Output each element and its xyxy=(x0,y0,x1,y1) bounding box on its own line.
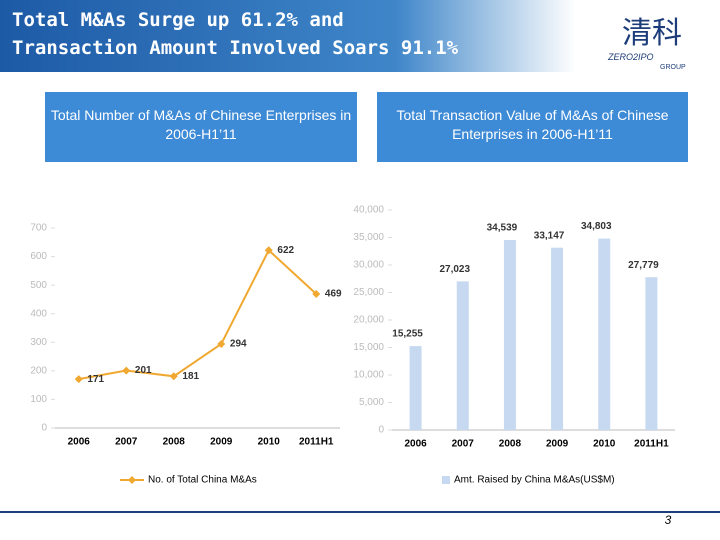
data-label: 33,147 xyxy=(534,230,565,241)
y-tick-label: 500 xyxy=(30,280,47,291)
x-tick-label: 2010 xyxy=(593,439,616,450)
banner xyxy=(0,0,720,72)
bar xyxy=(551,247,564,430)
point xyxy=(312,290,321,298)
x-tick-label: 2007 xyxy=(115,437,138,448)
y-tick-label: 35,000 xyxy=(353,232,384,243)
x-tick-label: 2008 xyxy=(499,439,522,450)
y-tick-label: 40,000 xyxy=(353,205,384,216)
x-tick-label: 2009 xyxy=(210,437,233,448)
legend-swatch xyxy=(128,476,136,484)
logo-text: GROUP xyxy=(660,64,686,71)
y-tick-label: 30,000 xyxy=(353,260,384,271)
y-tick-label: 100 xyxy=(30,394,47,405)
point xyxy=(169,372,178,381)
point xyxy=(264,246,273,255)
x-tick-label: 2011H1 xyxy=(634,439,669,450)
y-tick-label: 25,000 xyxy=(353,287,384,298)
bar xyxy=(456,281,469,430)
logo-chinese: 清科 xyxy=(622,16,682,51)
y-tick-label: 400 xyxy=(30,308,47,319)
y-tick-label: 20,000 xyxy=(353,315,384,326)
data-label: 27,023 xyxy=(439,264,470,275)
line-series xyxy=(78,248,317,381)
legend-swatch xyxy=(442,476,450,484)
title-line: Transaction Amount Involved Soars 91.1% xyxy=(12,37,459,59)
y-tick-label: 10,000 xyxy=(353,370,384,381)
y-tick-label: 200 xyxy=(30,365,47,376)
logo-text: ZERO2IPO xyxy=(608,52,654,62)
x-tick-label: 2007 xyxy=(452,439,475,450)
data-label: 622 xyxy=(277,245,294,256)
point xyxy=(74,375,83,384)
point xyxy=(217,340,226,348)
point xyxy=(122,366,131,375)
data-label: 469 xyxy=(325,289,342,300)
bar xyxy=(598,238,611,430)
x-tick-label: 2006 xyxy=(404,439,427,450)
data-label: 15,255 xyxy=(392,329,423,340)
y-tick-label: 300 xyxy=(30,337,47,348)
bar xyxy=(645,277,658,430)
data-label: 171 xyxy=(87,374,104,385)
data-label: 34,539 xyxy=(487,223,518,234)
y-tick-label: 0 xyxy=(41,423,47,434)
chart-heading: Total Number of M&As of Chinese Enterpri… xyxy=(45,92,357,162)
x-tick-label: 2008 xyxy=(163,437,186,448)
y-tick-label: 600 xyxy=(30,251,47,262)
bar xyxy=(503,240,516,430)
slide-title: Total M&As Surge up 61.2% and Transactio… xyxy=(12,6,458,62)
y-tick-label: 0 xyxy=(378,425,384,436)
data-label: 34,803 xyxy=(581,221,612,232)
x-tick-label: 2011H1 xyxy=(299,437,334,448)
data-label: 181 xyxy=(182,371,199,382)
data-label: 201 xyxy=(135,365,152,376)
y-tick-label: 15,000 xyxy=(353,342,384,353)
x-tick-label: 2006 xyxy=(68,437,91,448)
legend-label: Amt. Raised by China M&As(US$M) xyxy=(454,475,615,486)
legend-label: No. of Total China M&As xyxy=(148,475,257,486)
y-tick-label: 700 xyxy=(30,223,47,234)
data-label: 294 xyxy=(230,339,247,350)
chart-heading: Total Transaction Value of M&As of Chine… xyxy=(377,92,688,162)
title-line: Total M&As Surge up 61.2% and xyxy=(12,9,344,31)
data-label: 27,779 xyxy=(628,260,659,271)
logo: 清科 ZERO2IPO GROUP xyxy=(600,8,710,72)
y-tick-label: 5,000 xyxy=(359,397,384,408)
x-tick-label: 2009 xyxy=(546,439,569,450)
x-tick-label: 2010 xyxy=(258,437,281,448)
page-number: 3 xyxy=(665,513,672,527)
bar xyxy=(409,346,422,430)
